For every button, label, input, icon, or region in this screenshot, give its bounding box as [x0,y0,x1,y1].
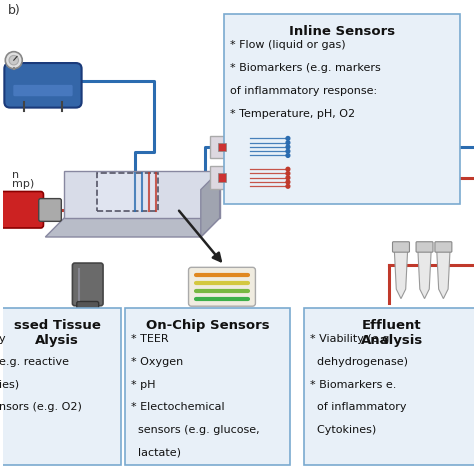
Text: On-Chip Sensors: On-Chip Sensors [146,319,270,331]
Text: e.g. reactive: e.g. reactive [0,357,69,367]
Text: n: n [12,170,19,180]
Circle shape [286,149,290,153]
Circle shape [5,52,22,69]
FancyBboxPatch shape [73,263,103,306]
Text: * pH: * pH [131,380,155,390]
Text: * Electochemical: * Electochemical [131,402,225,412]
Text: * Viability (e.g.: * Viability (e.g. [310,334,393,344]
FancyBboxPatch shape [224,14,460,204]
Text: dehydrogenase): dehydrogenase) [310,357,408,367]
FancyBboxPatch shape [416,242,433,252]
Text: * Biomarkers e.: * Biomarkers e. [310,380,396,390]
Circle shape [286,184,290,188]
Polygon shape [201,171,219,237]
Polygon shape [64,171,219,218]
Text: nsors (e.g. O2): nsors (e.g. O2) [0,402,82,412]
FancyBboxPatch shape [77,301,99,319]
Text: Cytokines): Cytokines) [310,425,376,435]
Text: ies): ies) [0,380,19,390]
Circle shape [286,137,290,140]
Text: * TEER: * TEER [131,334,169,344]
Circle shape [286,154,290,157]
Polygon shape [46,218,219,237]
Bar [218,143,226,151]
Text: lactate): lactate) [131,448,181,458]
FancyBboxPatch shape [39,199,61,221]
FancyBboxPatch shape [210,166,250,189]
Text: Effluent
Analysis: Effluent Analysis [360,319,423,346]
Text: of inflammatory response:: of inflammatory response: [230,86,377,96]
FancyBboxPatch shape [13,85,73,96]
Polygon shape [394,251,408,299]
FancyBboxPatch shape [435,242,452,252]
FancyBboxPatch shape [126,308,290,465]
FancyBboxPatch shape [210,136,250,158]
FancyBboxPatch shape [189,267,255,306]
Text: mp): mp) [12,179,35,189]
Text: Inline Sensors: Inline Sensors [289,25,395,37]
Bar [218,173,226,182]
Text: * Flow (liquid or gas): * Flow (liquid or gas) [230,40,346,50]
Circle shape [286,145,290,149]
Circle shape [286,172,290,175]
Circle shape [286,141,290,145]
Bar [97,173,158,211]
Text: y: y [0,334,6,344]
Polygon shape [418,251,431,299]
FancyBboxPatch shape [0,308,121,465]
Polygon shape [437,251,450,299]
Text: ssed Tissue
Alysis: ssed Tissue Alysis [14,319,100,346]
Circle shape [9,55,18,65]
FancyBboxPatch shape [304,308,474,465]
Text: b): b) [8,4,20,17]
Text: * Oxygen: * Oxygen [131,357,183,367]
Circle shape [286,167,290,171]
Text: of inflammatory: of inflammatory [310,402,407,412]
Text: sensors (e.g. glucose,: sensors (e.g. glucose, [131,425,260,435]
FancyBboxPatch shape [4,63,82,108]
FancyBboxPatch shape [392,242,410,252]
Circle shape [286,176,290,180]
Circle shape [286,180,290,184]
FancyBboxPatch shape [0,191,44,228]
Text: * Temperature, pH, O2: * Temperature, pH, O2 [230,109,355,118]
Text: * Biomarkers (e.g. markers: * Biomarkers (e.g. markers [230,63,381,73]
